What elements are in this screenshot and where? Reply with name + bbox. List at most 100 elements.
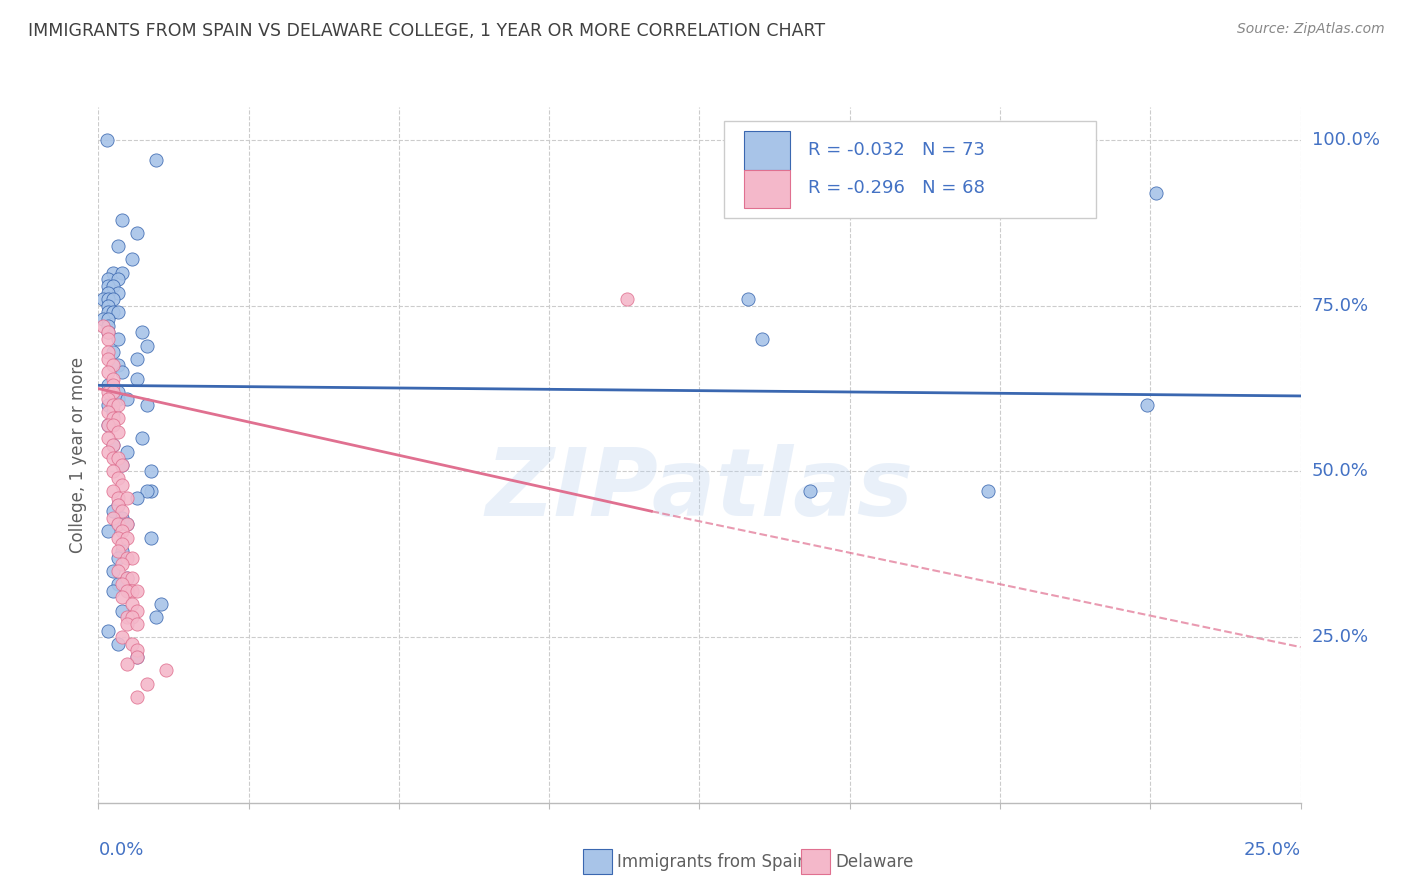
Point — [111, 458, 134, 472]
Text: ZIPatlas: ZIPatlas — [485, 443, 914, 536]
Point — [117, 616, 139, 631]
Point — [97, 312, 120, 326]
Text: Delaware: Delaware — [835, 853, 914, 871]
Point — [97, 326, 120, 340]
Point — [141, 531, 163, 545]
Point — [107, 577, 129, 591]
Point — [101, 398, 124, 412]
Point — [97, 444, 120, 458]
Point — [121, 610, 143, 624]
Point — [117, 550, 139, 565]
Point — [141, 465, 163, 479]
Point — [101, 451, 124, 466]
Point — [117, 570, 139, 584]
Point — [96, 133, 118, 147]
Point — [737, 292, 759, 306]
Point — [91, 292, 114, 306]
Point — [101, 465, 124, 479]
Point — [111, 266, 134, 280]
Point — [97, 292, 120, 306]
Text: 25.0%: 25.0% — [1243, 841, 1301, 859]
Point — [125, 604, 148, 618]
Point — [111, 504, 134, 518]
Point — [799, 484, 821, 499]
Point — [97, 384, 120, 399]
Point — [107, 411, 129, 425]
Point — [101, 345, 124, 359]
Point — [97, 272, 120, 286]
Point — [101, 418, 124, 433]
Point — [107, 544, 129, 558]
FancyBboxPatch shape — [724, 121, 1097, 219]
Point — [141, 484, 163, 499]
Text: IMMIGRANTS FROM SPAIN VS DELAWARE COLLEGE, 1 YEAR OR MORE CORRELATION CHART: IMMIGRANTS FROM SPAIN VS DELAWARE COLLEG… — [28, 22, 825, 40]
Point — [97, 326, 120, 340]
Point — [155, 663, 177, 677]
Point — [117, 517, 139, 532]
Point — [97, 392, 120, 406]
Text: 75.0%: 75.0% — [1312, 297, 1369, 315]
Point — [97, 299, 120, 313]
Point — [135, 676, 157, 690]
Point — [97, 351, 120, 366]
Point — [111, 591, 134, 605]
Point — [111, 524, 134, 538]
Point — [131, 326, 153, 340]
Point — [125, 351, 148, 366]
Text: R = -0.296   N = 68: R = -0.296 N = 68 — [807, 179, 984, 197]
Point — [107, 272, 129, 286]
Point — [111, 604, 134, 618]
Point — [135, 398, 157, 412]
Point — [121, 252, 143, 267]
Point — [101, 292, 124, 306]
Point — [97, 285, 120, 300]
Bar — [744, 131, 790, 169]
Point — [101, 359, 124, 373]
Point — [125, 650, 148, 665]
Point — [107, 425, 129, 439]
Point — [107, 517, 129, 532]
Point — [131, 431, 153, 445]
Point — [117, 610, 139, 624]
Y-axis label: College, 1 year or more: College, 1 year or more — [69, 357, 87, 553]
Point — [107, 637, 129, 651]
Point — [101, 384, 124, 399]
Point — [107, 359, 129, 373]
Point — [751, 332, 773, 346]
Point — [97, 524, 120, 538]
Point — [135, 484, 157, 499]
Point — [97, 305, 120, 319]
Point — [91, 318, 114, 333]
Point — [101, 378, 124, 392]
Point — [107, 564, 129, 578]
Point — [107, 550, 129, 565]
Point — [125, 226, 148, 240]
Point — [117, 657, 139, 671]
Point — [111, 544, 134, 558]
Point — [117, 531, 139, 545]
Text: 25.0%: 25.0% — [1312, 628, 1369, 646]
Point — [107, 305, 129, 319]
Point — [107, 239, 129, 253]
Point — [101, 511, 124, 525]
Point — [145, 610, 167, 624]
Point — [121, 550, 143, 565]
Point — [101, 372, 124, 386]
Point — [107, 285, 129, 300]
Point — [107, 517, 129, 532]
Point — [111, 212, 134, 227]
Point — [107, 392, 129, 406]
Point — [101, 279, 124, 293]
Point — [135, 338, 157, 352]
Point — [125, 650, 148, 665]
Point — [97, 624, 120, 638]
Point — [101, 504, 124, 518]
Point — [97, 405, 120, 419]
Point — [117, 583, 139, 598]
Point — [111, 558, 134, 572]
Point — [107, 471, 129, 485]
Point — [125, 690, 148, 704]
Point — [97, 332, 120, 346]
Point — [91, 312, 114, 326]
Point — [97, 418, 120, 433]
